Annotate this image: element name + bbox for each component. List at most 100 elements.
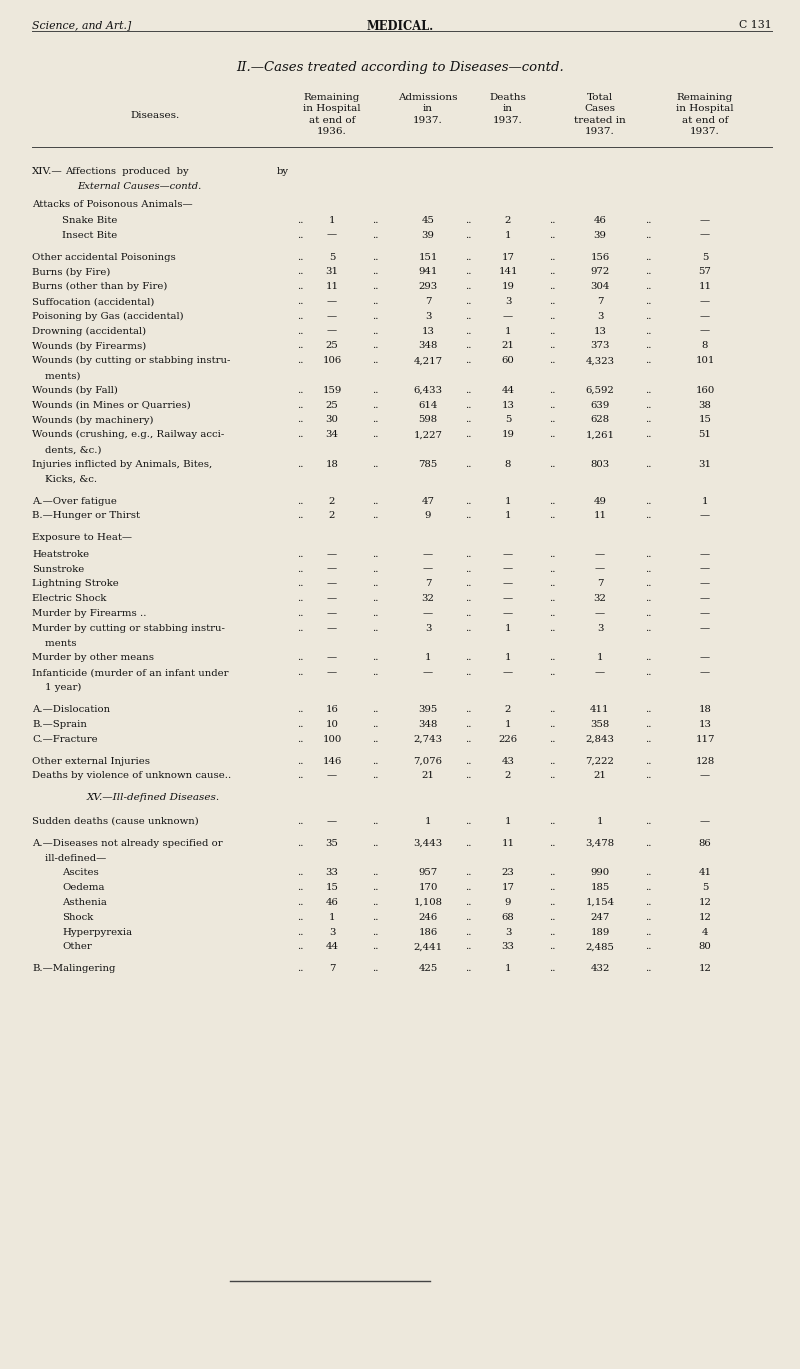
Text: ..: ..: [465, 512, 471, 520]
Text: 941: 941: [418, 267, 438, 277]
Text: ..: ..: [645, 928, 651, 936]
Text: 186: 186: [418, 928, 438, 936]
Text: ..: ..: [372, 735, 378, 743]
Text: ..: ..: [645, 942, 651, 951]
Text: 51: 51: [698, 430, 711, 439]
Text: ..: ..: [465, 913, 471, 921]
Text: 598: 598: [418, 415, 438, 424]
Text: ..: ..: [372, 757, 378, 765]
Text: ..: ..: [465, 253, 471, 261]
Text: ..: ..: [645, 757, 651, 765]
Text: 1: 1: [505, 512, 511, 520]
Text: ..: ..: [465, 668, 471, 678]
Text: 13: 13: [698, 720, 711, 728]
Text: 45: 45: [422, 216, 434, 225]
Text: 1,154: 1,154: [586, 898, 614, 908]
Text: Science, and Art.]: Science, and Art.]: [32, 21, 131, 30]
Text: 3: 3: [597, 624, 603, 632]
Text: ..: ..: [465, 386, 471, 394]
Text: ..: ..: [372, 401, 378, 409]
Text: 2,843: 2,843: [586, 735, 614, 743]
Text: 1: 1: [505, 720, 511, 728]
Text: ..: ..: [297, 550, 303, 559]
Text: 46: 46: [326, 898, 338, 908]
Text: Injuries inflicted by Animals, Bites,: Injuries inflicted by Animals, Bites,: [32, 460, 212, 468]
Text: ..: ..: [465, 579, 471, 589]
Text: ..: ..: [372, 624, 378, 632]
Text: ..: ..: [645, 564, 651, 574]
Text: A.—Dislocation: A.—Dislocation: [32, 705, 110, 713]
Text: ..: ..: [465, 415, 471, 424]
Text: ..: ..: [372, 460, 378, 468]
Text: —: —: [327, 550, 337, 559]
Text: —: —: [327, 624, 337, 632]
Text: ..: ..: [372, 564, 378, 574]
Text: ..: ..: [465, 430, 471, 439]
Text: ..: ..: [372, 550, 378, 559]
Text: ..: ..: [465, 550, 471, 559]
Text: 2: 2: [505, 771, 511, 780]
Text: ..: ..: [645, 430, 651, 439]
Text: ..: ..: [372, 579, 378, 589]
Text: 19: 19: [502, 282, 514, 292]
Text: Admissions: Admissions: [398, 93, 458, 103]
Text: ..: ..: [465, 594, 471, 604]
Text: ..: ..: [372, 883, 378, 893]
Text: Insect Bite: Insect Bite: [62, 230, 118, 240]
Text: ..: ..: [645, 497, 651, 505]
Text: 304: 304: [590, 282, 610, 292]
Text: ..: ..: [465, 942, 471, 951]
Text: Diseases.: Diseases.: [130, 111, 180, 120]
Text: —: —: [700, 327, 710, 335]
Text: A.—Over fatigue: A.—Over fatigue: [32, 497, 117, 505]
Text: 170: 170: [418, 883, 438, 893]
Text: in Hospital: in Hospital: [676, 104, 734, 114]
Text: 3: 3: [425, 312, 431, 320]
Text: Total: Total: [587, 93, 613, 103]
Text: —: —: [595, 609, 605, 617]
Text: 9: 9: [425, 512, 431, 520]
Text: ..: ..: [645, 653, 651, 663]
Text: ..: ..: [645, 868, 651, 878]
Text: ..: ..: [297, 401, 303, 409]
Text: ments: ments: [32, 638, 77, 648]
Text: 19: 19: [502, 430, 514, 439]
Text: ..: ..: [297, 928, 303, 936]
Text: Remaining: Remaining: [304, 93, 360, 103]
Text: ..: ..: [465, 720, 471, 728]
Text: ..: ..: [372, 356, 378, 366]
Text: 358: 358: [590, 720, 610, 728]
Text: 614: 614: [418, 401, 438, 409]
Text: 1937.: 1937.: [493, 116, 523, 125]
Text: 2: 2: [505, 705, 511, 713]
Text: ..: ..: [645, 297, 651, 307]
Text: 146: 146: [322, 757, 342, 765]
Text: ..: ..: [549, 401, 555, 409]
Text: Lightning Stroke: Lightning Stroke: [32, 579, 118, 589]
Text: ..: ..: [297, 341, 303, 350]
Text: External Causes—contd.: External Causes—contd.: [77, 182, 202, 190]
Text: 293: 293: [418, 282, 438, 292]
Text: 185: 185: [590, 883, 610, 893]
Text: C 131: C 131: [739, 21, 772, 30]
Text: ..: ..: [549, 460, 555, 468]
Text: 1: 1: [329, 216, 335, 225]
Text: 17: 17: [502, 253, 514, 261]
Text: ..: ..: [372, 609, 378, 617]
Text: ments): ments): [32, 371, 81, 381]
Text: ..: ..: [372, 230, 378, 240]
Text: 1: 1: [505, 327, 511, 335]
Text: ..: ..: [645, 668, 651, 678]
Text: 11: 11: [502, 839, 514, 847]
Text: 1936.: 1936.: [317, 127, 347, 137]
Text: Murder by Firearms ..: Murder by Firearms ..: [32, 609, 146, 617]
Text: Drowning (accidental): Drowning (accidental): [32, 327, 146, 335]
Text: Exposure to Heat—: Exposure to Heat—: [32, 534, 132, 542]
Text: 1937.: 1937.: [585, 127, 615, 137]
Text: —: —: [700, 312, 710, 320]
Text: 2: 2: [329, 512, 335, 520]
Text: Other: Other: [62, 942, 92, 951]
Text: 23: 23: [502, 868, 514, 878]
Text: ..: ..: [645, 512, 651, 520]
Text: 1: 1: [505, 624, 511, 632]
